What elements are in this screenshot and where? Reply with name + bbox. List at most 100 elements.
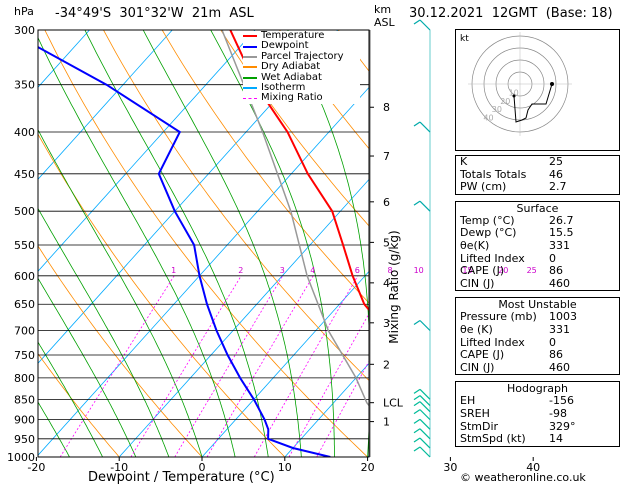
dry-adiabat-line — [279, 30, 369, 150]
table-row-label: StmDir — [460, 419, 499, 433]
mixing-ratio-label: 15 — [462, 266, 472, 275]
mixing-ratio-label: 2 — [238, 266, 243, 275]
wind-barb-flag — [413, 428, 421, 434]
mixing-ratio-label: 20 — [498, 266, 508, 275]
table-row: PW (cm) 2.7 — [456, 181, 619, 194]
wind-barb — [419, 388, 431, 400]
pressure-tick-label: 700 — [14, 325, 35, 338]
isotherm-line — [0, 30, 7, 457]
hpa-label: hPa — [14, 5, 34, 18]
km-tick-label: 8 — [383, 101, 390, 114]
wind-barb-flag — [413, 388, 421, 394]
table-row-label: CIN (J) — [460, 276, 495, 290]
table-row-value: 86 — [549, 264, 563, 278]
pressure-tick-label: 350 — [14, 79, 35, 92]
table-row: EH -156 — [456, 395, 619, 408]
wind-barb-flag — [413, 409, 421, 415]
mixing-ratio-line — [130, 275, 242, 457]
most-unstable-title: Most Unstable — [498, 298, 577, 312]
wind-barb — [419, 320, 431, 331]
table-row-value: 460 — [549, 276, 570, 290]
table-row-value: 331 — [549, 322, 570, 336]
wind-barb-flag — [413, 418, 421, 424]
table-row-value: -98 — [549, 406, 567, 420]
table-row: StmSpd (kt) 14 — [456, 432, 619, 446]
km-tick-label: 5 — [383, 236, 390, 249]
table-row-label: EH — [460, 394, 476, 408]
table-row: Temp (°C) 26.7 — [456, 214, 619, 228]
table-row-value: 2.7 — [549, 180, 567, 194]
datetime-title: 30.12.2021 12GMT (Base: 18) — [409, 6, 613, 21]
hodograph-storm-motion — [550, 82, 554, 86]
wet-adiabat-line — [38, 36, 236, 457]
wind-barb — [419, 19, 431, 31]
mixing-ratio-axis-label: Mixing Ratio (g/kg) — [387, 230, 401, 344]
table-row-label: K — [460, 155, 468, 168]
wind-barb — [419, 401, 431, 413]
table-row-label: θe(K) — [460, 238, 490, 252]
mixing-ratio-line — [59, 275, 175, 457]
dry-adiabat-line — [38, 353, 120, 457]
table-row-value: -156 — [549, 394, 574, 408]
table-row-value: 86 — [549, 348, 563, 362]
wind-barb-flag — [413, 401, 421, 407]
legend-label: Mixing Ratio — [261, 92, 323, 104]
table-row: K 25 — [456, 155, 619, 169]
mixing-ratio-label: 3 — [280, 266, 285, 275]
pressure-tick-label: 900 — [14, 414, 35, 427]
hodograph-panel: kt 10 20 30 40 — [455, 29, 620, 151]
table-row-label: Lifted Index — [460, 251, 525, 265]
legend-swatch — [243, 56, 257, 59]
legend-swatch — [243, 66, 257, 69]
mixing-ratio-label: 6 — [355, 266, 360, 275]
footer-copyright: © weatheronline.co.uk — [460, 471, 586, 484]
hodograph-trace — [513, 83, 553, 123]
legend-swatch — [243, 98, 257, 100]
x-tick-label: 10 — [278, 461, 292, 474]
wind-barb — [419, 418, 431, 430]
isotherm-line — [118, 178, 369, 457]
x-tick-label: 20 — [361, 461, 375, 474]
wind-barb-flag — [413, 446, 421, 452]
wind-barb-flag — [413, 395, 421, 401]
legend-item: Wet Adiabat — [243, 72, 360, 83]
table-row-label: CAPE (J) — [460, 264, 505, 278]
table-row: CIN (J) 460 — [456, 361, 619, 375]
hodograph-ring-label: 30 — [492, 105, 502, 114]
table-row-value: 329° — [549, 419, 576, 433]
table-row: CIN (J) 460 — [456, 276, 619, 291]
wind-barb — [419, 121, 431, 133]
table-row-label: θe (K) — [460, 322, 493, 336]
location-title: -34°49'S 301°32'W 21m ASL — [55, 6, 254, 21]
table-row-label: Lifted Index — [460, 335, 525, 349]
wind-barb — [419, 428, 431, 440]
wind-barb-flag — [413, 121, 421, 127]
pressure-tick-label: 400 — [14, 126, 35, 139]
pressure-tick-label: 950 — [14, 433, 35, 446]
isotherm-line — [284, 362, 369, 457]
hodograph-ring-label: 40 — [483, 114, 493, 123]
table-row-value: 1003 — [549, 310, 577, 324]
km-tick-label: LCL — [383, 397, 404, 410]
parcel-trajectory-line — [221, 30, 369, 407]
legend-item: Dewpoint — [243, 40, 360, 51]
isotherm-line — [38, 30, 256, 272]
dry-adiabat-line — [220, 30, 369, 227]
mixing-ratio-label: 10 — [414, 266, 424, 275]
table-row-value: 0 — [549, 335, 556, 349]
km-label: km — [374, 3, 392, 16]
mixing-ratio-line — [174, 275, 284, 457]
wet-adiabat-line — [38, 341, 103, 457]
table-row-value: 331 — [549, 238, 570, 252]
table-row-label: PW (cm) — [460, 180, 507, 194]
legend-label: Parcel Trajectory — [261, 50, 344, 62]
table-row-value: 0 — [549, 251, 556, 265]
table-row: StmDir 329° — [456, 419, 619, 434]
table-row: Lifted Index 0 — [456, 335, 619, 350]
table-row-value: 25 — [549, 155, 563, 168]
table-row-value: 15.5 — [549, 226, 574, 240]
pressure-tick-label: 600 — [14, 270, 35, 283]
pressure-tick-label: 1000 — [7, 451, 35, 464]
mixing-ratio-label: 25 — [527, 266, 537, 275]
